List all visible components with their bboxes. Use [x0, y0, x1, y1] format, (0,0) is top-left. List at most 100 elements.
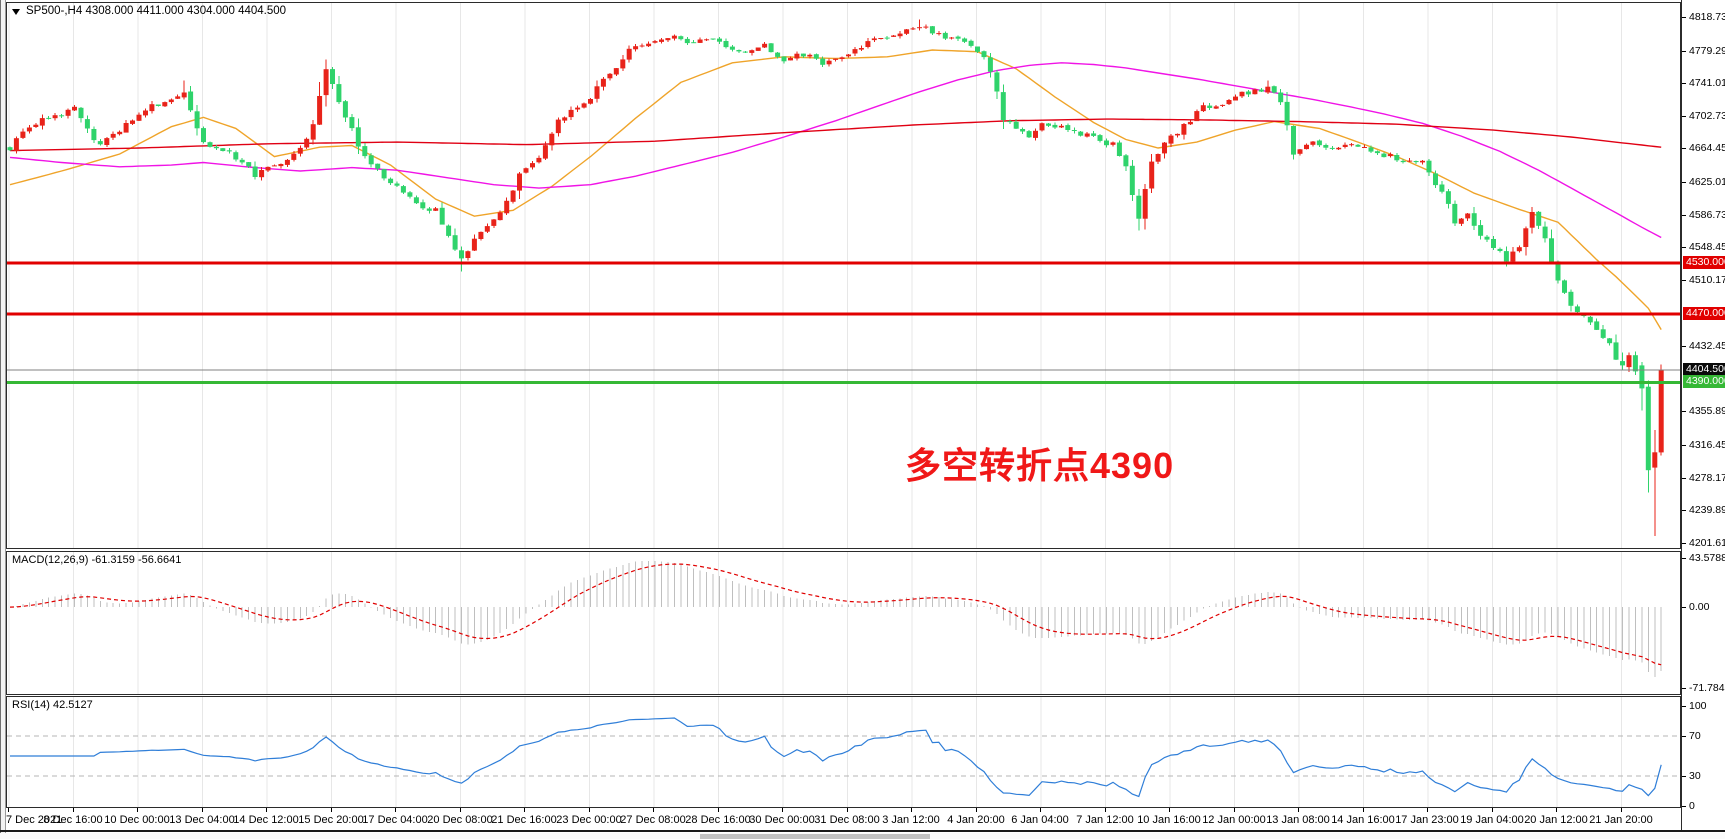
- time-axis-label: 21 Jan 20:00: [1589, 814, 1653, 826]
- price-axis-tick: [1682, 51, 1686, 52]
- time-axis-tick: [331, 808, 332, 812]
- time-axis-tick: [847, 808, 848, 812]
- time-axis-tick: [73, 808, 74, 812]
- time-axis-tick: [782, 808, 783, 812]
- time-axis-tick: [976, 808, 977, 812]
- price-badge-4470.000: 4470.000: [1683, 307, 1725, 320]
- time-axis-tick: [1621, 808, 1622, 812]
- price-axis-tick: [1682, 510, 1686, 511]
- time-axis-tick: [202, 808, 203, 812]
- rsi-axis-label: 30: [1689, 770, 1701, 782]
- time-axis-tick: [1556, 808, 1557, 812]
- chart-header: SP500-,H4 4308.000 4411.000 4304.000 440…: [12, 5, 286, 17]
- rsi-axis-tick: [1682, 806, 1686, 807]
- time-axis-tick: [1298, 808, 1299, 812]
- rsi-axis-tick: [1682, 736, 1686, 737]
- time-axis-label: 12 Jan 00:00: [1202, 814, 1266, 826]
- time-axis-label: 13 Dec 04:00: [169, 814, 235, 826]
- price-axis[interactable]: 4818.730 4779.290 4741.010 4702.730 4664.450…: [1681, 0, 1725, 832]
- price-axis-tick: [1682, 182, 1686, 183]
- time-axis-label: 15 Dec 20:00: [298, 814, 364, 826]
- price-axis-tick: [1682, 116, 1686, 117]
- time-axis-tick: [1427, 808, 1428, 812]
- time-axis-tick: [718, 808, 719, 812]
- time-axis-tick: [1040, 808, 1041, 812]
- rsi-plot[interactable]: [7, 697, 1680, 807]
- window-left-border: [0, 0, 6, 839]
- macd-axis-tick: [1682, 688, 1686, 689]
- macd-axis-label: -71.784: [1689, 682, 1725, 694]
- price-axis-tick: [1682, 478, 1686, 479]
- time-axis-label: 13 Jan 08:00: [1266, 814, 1330, 826]
- time-axis-label: 27 Dec 08:00: [620, 814, 686, 826]
- rsi-axis-label: 70: [1689, 730, 1701, 742]
- time-axis-label: 10 Jan 16:00: [1137, 814, 1201, 826]
- time-axis-label: 14 Jan 16:00: [1331, 814, 1395, 826]
- rsi-line: [10, 717, 1662, 798]
- macd-plot[interactable]: [7, 552, 1680, 694]
- price-axis-label: 4548.450: [1689, 241, 1725, 253]
- price-axis-label: 4702.730: [1689, 110, 1725, 122]
- time-axis-label: 8 Dec 16:00: [43, 814, 103, 826]
- time-axis-tick: [1105, 808, 1106, 812]
- macd-axis-label: 0.00: [1689, 601, 1710, 613]
- time-axis-label: 21 Dec 16:00: [491, 814, 557, 826]
- symbol-dropdown-icon[interactable]: [12, 8, 20, 15]
- time-axis-label: 17 Jan 23:00: [1395, 814, 1459, 826]
- rsi-axis-label: 100: [1689, 700, 1707, 712]
- price-axis-label: 4432.450: [1689, 340, 1725, 352]
- price-axis-label: 4625.010: [1689, 176, 1725, 188]
- price-axis-label: 4201.610: [1689, 537, 1725, 549]
- slow-ma-red: [9, 118, 1662, 152]
- macd-panel[interactable]: [6, 551, 1681, 695]
- price-axis-tick: [1682, 247, 1686, 248]
- price-axis-tick: [1682, 411, 1686, 412]
- price-axis-label: 4818.730: [1689, 11, 1725, 23]
- scrollbar-thumb[interactable]: [700, 834, 930, 839]
- price-badge-4390.000: 4390.000: [1683, 375, 1725, 388]
- rsi-panel[interactable]: [6, 696, 1681, 808]
- time-axis-label: 10 Dec 00:00: [104, 814, 170, 826]
- rsi-label: RSI(14) 42.5127: [12, 699, 93, 711]
- time-axis-label: 3 Jan 12:00: [882, 814, 940, 826]
- time-axis-label: 19 Jan 04:00: [1460, 814, 1524, 826]
- time-axis-tick: [1492, 808, 1493, 812]
- time-axis-label: 6 Jan 04:00: [1011, 814, 1069, 826]
- time-axis-tick: [589, 808, 590, 812]
- price-axis-tick: [1682, 280, 1686, 281]
- price-axis-label: 4278.170: [1689, 472, 1725, 484]
- price-axis-label: 4664.450: [1689, 142, 1725, 154]
- time-axis-label: 31 Dec 08:00: [814, 814, 880, 826]
- time-axis-tick: [137, 808, 138, 812]
- time-axis-label: 20 Jan 12:00: [1524, 814, 1588, 826]
- time-axis-tick: [8, 808, 9, 812]
- time-axis[interactable]: 7 Dec 2021 8 Dec 16:00 10 Dec 00:00 13 Dec …: [6, 808, 1681, 832]
- symbol-ohlc-line: SP500-,H4 4308.000 4411.000 4304.000 440…: [26, 5, 287, 17]
- price-axis-tick: [1682, 215, 1686, 216]
- time-axis-tick: [1363, 808, 1364, 812]
- fast-ma-orange: [9, 49, 1662, 330]
- rsi-axis-label: 0: [1689, 800, 1695, 812]
- time-axis-label: 23 Dec 00:00: [556, 814, 622, 826]
- rsi-axis-tick: [1682, 706, 1686, 707]
- price-axis-label: 4355.890: [1689, 405, 1725, 417]
- price-axis-tick: [1682, 148, 1686, 149]
- macd-axis-tick: [1682, 607, 1686, 608]
- price-axis-tick: [1682, 346, 1686, 347]
- price-axis-label: 4239.890: [1689, 504, 1725, 516]
- price-axis-tick: [1682, 445, 1686, 446]
- window-bottom-border: [0, 830, 1725, 832]
- price-chart-panel[interactable]: [6, 2, 1681, 549]
- candlestick-chart[interactable]: [7, 3, 1680, 548]
- time-axis-tick: [395, 808, 396, 812]
- time-axis-tick: [524, 808, 525, 812]
- time-axis-label: 4 Jan 20:00: [947, 814, 1005, 826]
- price-axis-label: 4741.010: [1689, 77, 1725, 89]
- time-axis-tick: [266, 808, 267, 812]
- time-axis-tick: [1169, 808, 1170, 812]
- macd-axis-tick: [1682, 558, 1686, 559]
- time-axis-tick: [911, 808, 912, 812]
- time-axis-tick: [460, 808, 461, 812]
- time-axis-label: 17 Dec 04:00: [362, 814, 428, 826]
